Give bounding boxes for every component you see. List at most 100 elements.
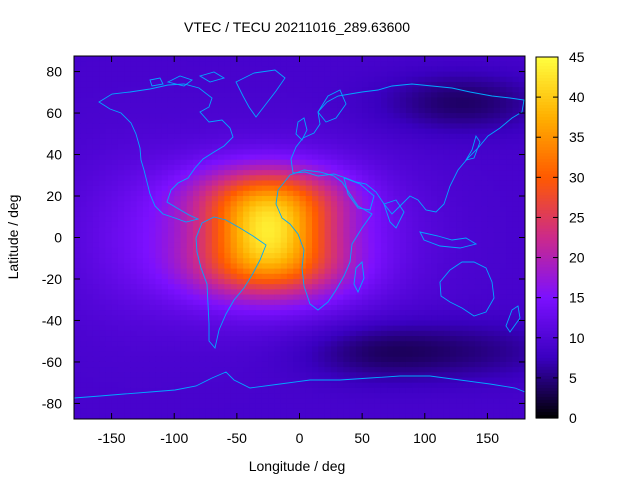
heatmap-cell bbox=[249, 341, 257, 347]
heatmap-cell bbox=[349, 227, 357, 233]
heatmap-cell bbox=[161, 325, 169, 332]
heatmap-cell bbox=[299, 361, 307, 368]
heatmap-cell bbox=[468, 247, 476, 254]
heatmap-cell bbox=[130, 273, 138, 280]
heatmap-cell bbox=[174, 66, 182, 73]
heatmap-cell bbox=[111, 289, 119, 296]
heatmap-cell bbox=[274, 247, 282, 254]
heatmap-cell bbox=[86, 196, 94, 202]
heatmap-cell bbox=[305, 144, 313, 150]
heatmap-cell bbox=[405, 180, 413, 187]
heatmap-cell bbox=[343, 408, 351, 415]
heatmap-cell bbox=[424, 382, 432, 389]
heatmap-cell bbox=[362, 133, 369, 140]
heatmap-cell bbox=[142, 377, 150, 384]
heatmap-cell bbox=[387, 180, 395, 187]
heatmap-cell bbox=[255, 170, 263, 176]
heatmap-cell bbox=[199, 387, 207, 394]
heatmap-cell bbox=[481, 372, 489, 379]
heatmap-cell bbox=[349, 237, 357, 244]
heatmap-cell bbox=[230, 232, 238, 239]
heatmap-cell bbox=[99, 56, 106, 62]
heatmap-cell bbox=[249, 61, 257, 67]
heatmap-cell bbox=[149, 113, 157, 119]
heatmap-cell bbox=[380, 206, 388, 213]
heatmap-cell bbox=[312, 175, 319, 182]
heatmap-cell bbox=[431, 138, 438, 145]
heatmap-cell bbox=[355, 356, 363, 363]
heatmap-cell bbox=[167, 403, 175, 410]
heatmap-cell bbox=[149, 268, 157, 275]
heatmap-cell bbox=[368, 154, 376, 161]
heatmap-cell bbox=[130, 76, 138, 83]
heatmap-cell bbox=[130, 92, 138, 99]
heatmap-cell bbox=[393, 211, 401, 218]
heatmap-cell bbox=[374, 351, 382, 358]
heatmap-cell bbox=[399, 268, 407, 275]
heatmap-cell bbox=[130, 81, 138, 88]
heatmap-cell bbox=[456, 387, 463, 394]
heatmap-cell bbox=[418, 346, 426, 353]
heatmap-cell bbox=[424, 273, 432, 280]
heatmap-cell bbox=[330, 356, 338, 363]
heatmap-cell bbox=[174, 289, 182, 296]
heatmap-cell bbox=[324, 325, 332, 332]
heatmap-cell bbox=[437, 398, 445, 405]
heatmap-cell bbox=[324, 351, 332, 358]
heatmap-cell bbox=[142, 237, 150, 244]
heatmap-cell bbox=[92, 227, 100, 233]
heatmap-cell bbox=[80, 237, 88, 244]
heatmap-cell bbox=[399, 278, 407, 285]
heatmap-cell bbox=[174, 299, 182, 306]
heatmap-cell bbox=[393, 237, 401, 244]
heatmap-cell bbox=[374, 113, 382, 119]
heatmap-cell bbox=[205, 201, 213, 207]
heatmap-cell bbox=[255, 159, 263, 166]
heatmap-cell bbox=[193, 196, 200, 202]
heatmap-cell bbox=[155, 185, 163, 192]
heatmap-cell bbox=[236, 336, 244, 342]
heatmap-cell bbox=[111, 216, 119, 223]
heatmap-cell bbox=[293, 227, 301, 233]
heatmap-cell bbox=[255, 242, 263, 249]
heatmap-cell bbox=[117, 97, 125, 104]
heatmap-cell bbox=[481, 76, 489, 83]
heatmap-cell bbox=[393, 263, 401, 270]
heatmap-cell bbox=[174, 123, 182, 130]
heatmap-cell bbox=[105, 170, 113, 176]
heatmap-cell bbox=[418, 408, 426, 415]
heatmap-cell bbox=[337, 154, 344, 161]
heatmap-cell bbox=[424, 185, 432, 192]
heatmap-cell bbox=[431, 66, 438, 73]
heatmap-cell bbox=[249, 387, 257, 394]
heatmap-cell bbox=[293, 133, 301, 140]
heatmap-cell bbox=[167, 304, 175, 311]
heatmap-cell bbox=[117, 149, 125, 156]
heatmap-cell bbox=[86, 382, 94, 389]
heatmap-cell bbox=[412, 330, 420, 337]
heatmap-cell bbox=[161, 284, 169, 290]
heatmap-cell bbox=[337, 56, 344, 62]
heatmap-cell bbox=[280, 102, 288, 109]
heatmap-cell bbox=[80, 408, 88, 415]
heatmap-cell bbox=[142, 310, 150, 316]
heatmap-cell bbox=[443, 398, 451, 405]
heatmap-cell bbox=[506, 320, 514, 327]
heatmap-cell bbox=[86, 237, 94, 244]
heatmap-cell bbox=[105, 232, 113, 239]
heatmap-cell bbox=[274, 221, 282, 228]
heatmap-cell bbox=[167, 299, 175, 306]
heatmap-cell bbox=[487, 159, 495, 166]
heatmap-cell bbox=[443, 284, 451, 290]
heatmap-cell bbox=[218, 87, 225, 93]
heatmap-cell bbox=[236, 227, 244, 233]
heatmap-cell bbox=[368, 107, 376, 114]
heatmap-cell bbox=[167, 211, 175, 218]
heatmap-cell bbox=[393, 175, 401, 182]
heatmap-cell bbox=[149, 175, 157, 182]
heatmap-cell bbox=[443, 61, 451, 67]
heatmap-cell bbox=[230, 393, 238, 399]
heatmap-cell bbox=[74, 278, 81, 285]
heatmap-cell bbox=[374, 164, 382, 171]
heatmap-cell bbox=[293, 273, 301, 280]
